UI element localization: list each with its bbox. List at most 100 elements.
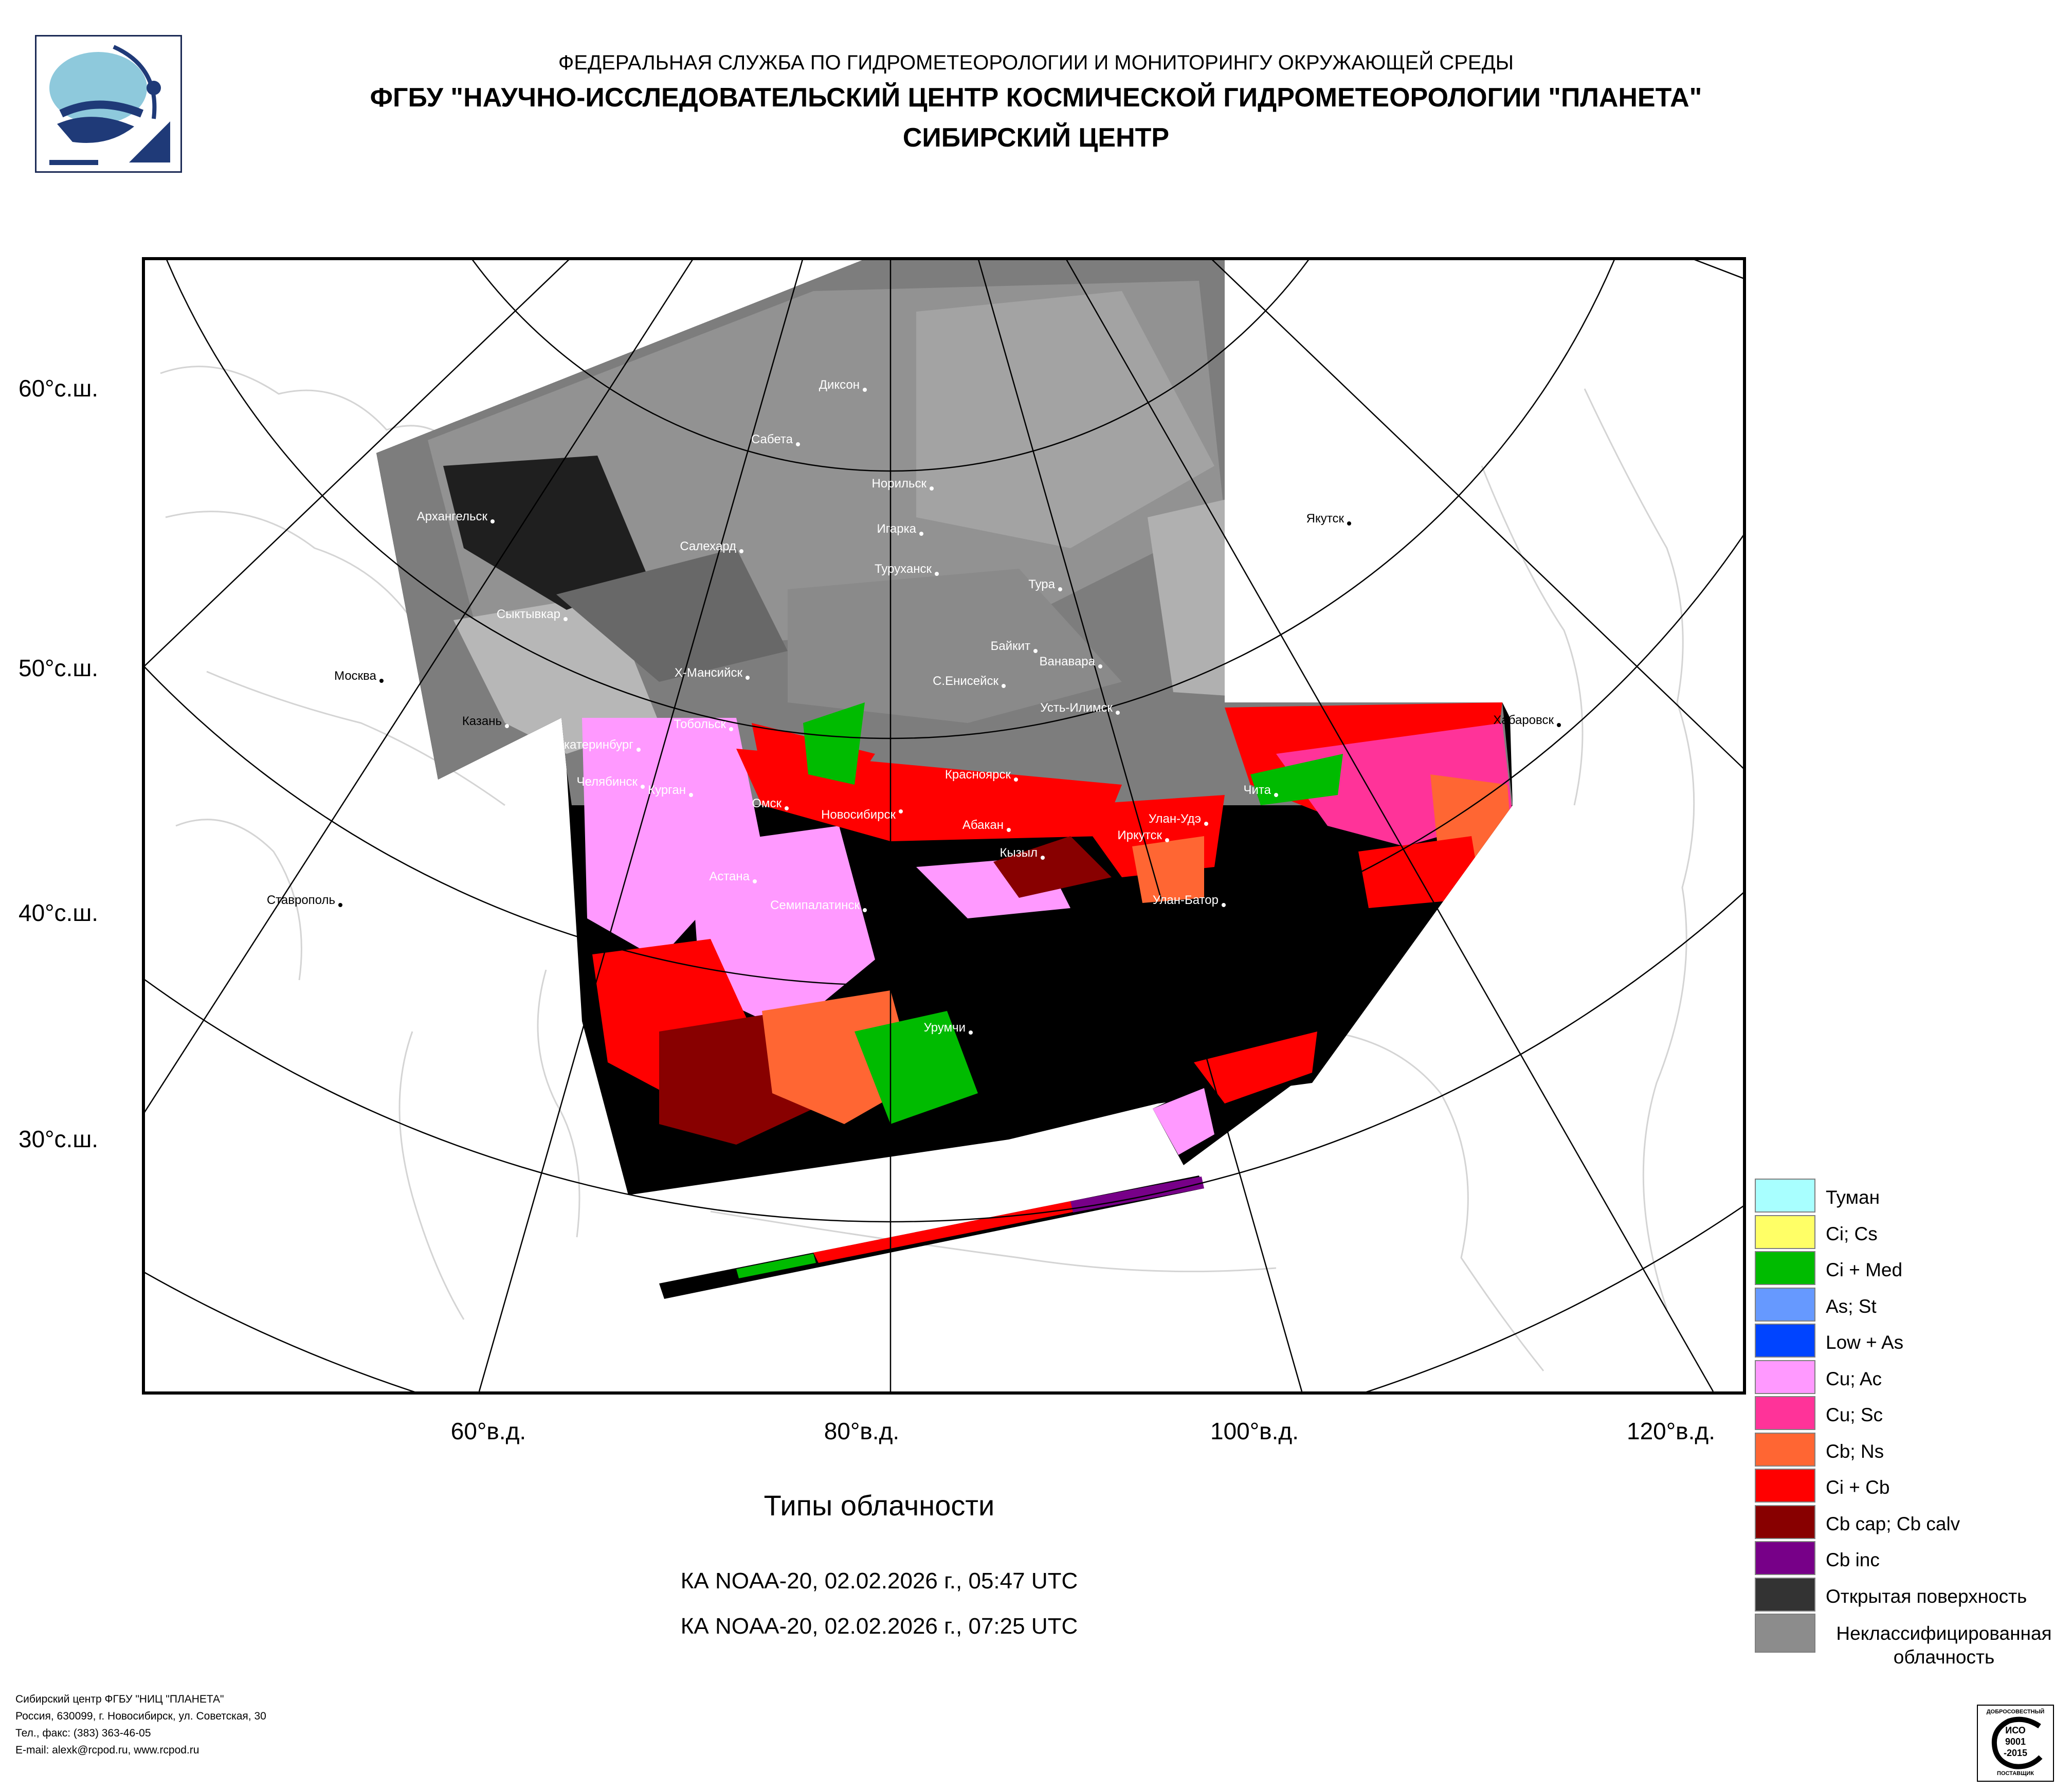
city-kazan: Казань xyxy=(462,714,509,728)
city-vanavara: Ванавара xyxy=(1040,655,1102,668)
svg-text:Диксон: Диксон xyxy=(819,378,860,392)
svg-text:Сыктывкар: Сыктывкар xyxy=(497,607,560,621)
city-abakan: Абакан xyxy=(962,818,1011,832)
legend-label: Ci + Med xyxy=(1826,1259,1903,1280)
svg-text:Астана: Астана xyxy=(709,870,750,883)
lon-label-60: 60°в.д. xyxy=(450,1418,526,1444)
legend-item: As; St xyxy=(1755,1288,2063,1324)
iso-certificate-icon: ДОБРОСОВЕСТНЫЙ ИСО 9001 -2015 ПОСТАВЩИК xyxy=(1977,1705,2054,1782)
city-igarka: Игарка xyxy=(877,522,923,536)
city-khabarovsk: Хабаровск xyxy=(1493,713,1561,727)
svg-text:Иркутск: Иркутск xyxy=(1117,828,1162,842)
svg-text:Абакан: Абакан xyxy=(962,818,1004,832)
svg-text:Тура: Тура xyxy=(1028,577,1055,591)
legend-label: Cu; Sc xyxy=(1826,1404,1883,1425)
legend-label: Неклассифицированная облачность xyxy=(1836,1623,2052,1668)
city-chelyabinsk: Челябинск xyxy=(577,775,645,789)
legend-item: Неклассифицированная облачность xyxy=(1755,1614,2063,1668)
legend-item: Ci; Cs xyxy=(1755,1215,2063,1251)
svg-text:Норильск: Норильск xyxy=(872,477,927,491)
svg-text:Улан-Удэ: Улан-Удэ xyxy=(1149,812,1201,826)
city-chita: Чита xyxy=(1244,783,1278,797)
city-sabeta: Сабета xyxy=(751,432,800,446)
svg-text:Байкит: Байкит xyxy=(991,639,1030,653)
lat-label-50: 50°с.ш. xyxy=(19,655,99,681)
legend-swatch xyxy=(1755,1251,1815,1285)
svg-text:Тобольск: Тобольск xyxy=(674,717,726,731)
svg-text:Челябинск: Челябинск xyxy=(577,775,638,789)
city-salekhard: Салехард xyxy=(680,539,743,553)
legend-label: Cu; Ac xyxy=(1826,1368,1882,1389)
city-semipalatinsk: Семипалатинск xyxy=(770,898,867,912)
legend-swatch xyxy=(1755,1541,1815,1575)
legend-label: Cb inc xyxy=(1826,1549,1880,1570)
svg-text:Красноярск: Красноярск xyxy=(945,768,1011,782)
svg-text:Ставрополь: Ставрополь xyxy=(267,893,335,907)
city-ekaterinburg: Екатеринбург xyxy=(556,738,641,752)
svg-text:Курган: Курган xyxy=(648,783,686,797)
svg-text:Салехард: Салехард xyxy=(680,539,736,553)
footer-org: Сибирский центр ФГБУ "НИЦ "ПЛАНЕТА" xyxy=(15,1693,224,1705)
legend-swatch xyxy=(1755,1433,1815,1467)
lon-label-80: 80°в.д. xyxy=(824,1418,900,1444)
svg-text:Архангельск: Архангельск xyxy=(417,510,488,523)
city-dikson: Диксон xyxy=(819,378,867,392)
lon-label-120: 120°в.д. xyxy=(1627,1418,1715,1444)
city-syktyvkar: Сыктывкар xyxy=(497,607,568,621)
legend-label: Cb cap; Cb calv xyxy=(1826,1513,1960,1534)
svg-text:Москва: Москва xyxy=(334,669,377,683)
city-kurgan: Курган xyxy=(648,783,693,797)
svg-text:Новосибирск: Новосибирск xyxy=(821,808,896,822)
svg-text:Усть-Илимск: Усть-Илимск xyxy=(1040,701,1113,715)
city-novosibirsk: Новосибирск xyxy=(821,808,903,822)
satellite-swath-1 xyxy=(376,260,1513,1195)
legend-item: Cb; Ns xyxy=(1755,1433,2063,1469)
city-labels: Диксон Сабета Норильск Архангельск Игарк… xyxy=(267,378,1561,1035)
svg-text:Екатеринбург: Екатеринбург xyxy=(556,738,633,752)
header-agency: ФЕДЕРАЛЬНАЯ СЛУЖБА ПО ГИДРОМЕТЕОРОЛОГИИ … xyxy=(558,51,1514,74)
legend-label: Ci + Cb xyxy=(1826,1477,1890,1498)
lat-label-40: 40°с.ш. xyxy=(19,899,99,926)
legend-item: Ci + Med xyxy=(1755,1251,2063,1287)
legend-swatch xyxy=(1755,1578,1815,1612)
legend-item: Cb cap; Cb calv xyxy=(1755,1505,2063,1541)
svg-text:Игарка: Игарка xyxy=(877,522,916,536)
city-ulan-ude: Улан-Удэ xyxy=(1149,812,1208,826)
legend-swatch xyxy=(1755,1396,1815,1430)
map-title: Типы облачности xyxy=(764,1489,995,1522)
legend-swatch xyxy=(1755,1324,1815,1358)
svg-text:Туруханск: Туруханск xyxy=(875,562,932,576)
planeta-logo-icon xyxy=(35,35,182,173)
legend-item: Cu; Sc xyxy=(1755,1396,2063,1432)
svg-text:Чита: Чита xyxy=(1244,783,1271,797)
legend-label: Cb; Ns xyxy=(1826,1441,1884,1462)
header-center: СИБИРСКИЙ ЦЕНТР xyxy=(902,123,1170,153)
city-astana: Астана xyxy=(709,870,757,883)
city-kyzyl: Кызыл xyxy=(1000,846,1045,860)
graticule xyxy=(145,260,1743,1391)
legend-swatch xyxy=(1755,1215,1815,1249)
svg-text:Урумчи: Урумчи xyxy=(924,1021,966,1035)
legend-item: Открытая поверхность xyxy=(1755,1578,2063,1614)
lon-label-100: 100°в.д. xyxy=(1210,1418,1299,1444)
city-arkhangelsk: Архангельск xyxy=(417,510,495,523)
footer-email: E-mail: alexk@rcpod.ru, www.rcpod.ru xyxy=(15,1744,199,1756)
svg-text:Улан-Батор: Улан-Батор xyxy=(1153,893,1219,907)
city-turukhansk: Туруханск xyxy=(875,562,939,576)
city-s-eniseysk: С.Енисейск xyxy=(933,674,1006,688)
city-omsk: Омск xyxy=(752,797,789,810)
legend-label: Туман xyxy=(1826,1187,1880,1208)
legend-item: Cu; Ac xyxy=(1755,1360,2063,1396)
legend-swatch xyxy=(1755,1288,1815,1322)
city-irkutsk: Иркутск xyxy=(1117,828,1169,842)
city-urumqi: Урумчи xyxy=(924,1021,973,1035)
city-ust-ilimsk: Усть-Илимск xyxy=(1040,701,1120,715)
svg-text:Хабаровск: Хабаровск xyxy=(1493,713,1554,727)
city-stavropol: Ставрополь xyxy=(267,893,342,907)
header-institute: ФГБУ "НАУЧНО-ИССЛЕДОВАТЕЛЬСКИЙ ЦЕНТР КОС… xyxy=(370,83,1702,113)
legend-label: Ci; Cs xyxy=(1826,1223,1878,1244)
legend-item: Cb inc xyxy=(1755,1541,2063,1577)
lat-label-60: 60°с.ш. xyxy=(19,375,99,402)
city-yakutsk: Якутск xyxy=(1306,512,1351,526)
legend-item: Low + As xyxy=(1755,1324,2063,1360)
